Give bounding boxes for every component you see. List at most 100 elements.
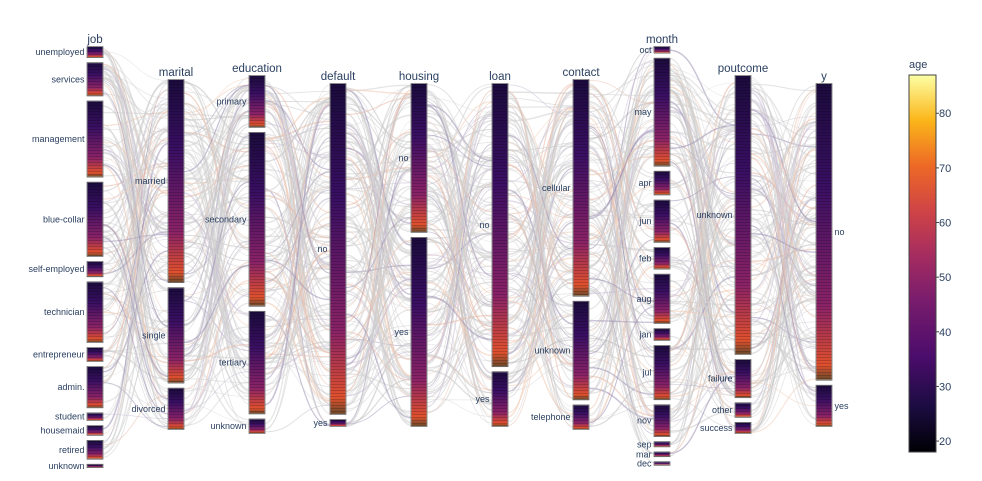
category-label-default-yes: yes [313,418,328,428]
axis-housing: housing no yes [394,71,439,427]
ribbon-line [102,230,169,393]
ribbon-line [669,279,736,410]
ribbon-line [750,116,817,127]
category-label-month-may: may [634,107,652,117]
ribbon-line [345,121,412,302]
ribbon-line [669,69,736,266]
category-block-texture [573,301,589,400]
ribbon-line [588,287,655,295]
axis-title-default: default [321,71,356,83]
ribbon-line [669,130,736,298]
category-label-month-jun: jun [638,216,651,226]
ribbon-line [750,157,817,373]
category-label-housing-yes: yes [394,327,409,337]
ribbon-line [264,103,331,115]
category-block-texture [816,84,832,380]
ribbon-line [588,92,655,280]
ribbon-line [183,98,250,177]
ribbon-line [588,135,655,147]
ribbon-line [669,267,736,322]
category-block-texture [249,132,265,306]
ribbon-line [426,137,493,187]
ribbon-line [669,354,736,366]
ribbon-line [426,303,493,371]
category-label-job-blue-collar: blue-collar [43,214,85,224]
ribbon-line [264,84,331,274]
ribbon-line [426,115,493,235]
ribbon-line [264,105,331,214]
category-label-month-sep: sep [637,439,652,449]
ribbon-line [588,211,655,464]
ribbon-line [588,211,655,242]
ribbon-line [588,146,655,161]
ribbon-line [264,216,331,331]
axis-education: education primary secondary tertiary unknown [205,63,282,434]
ribbon-line [426,89,493,362]
ribbon-line [264,123,331,149]
ribbon-line [669,84,736,427]
ribbon-line [183,92,250,249]
ribbon-line [588,289,655,445]
ribbon-line [669,178,736,260]
ribbon-line [264,302,331,403]
ribbon-line [588,337,655,358]
ribbon-line [507,126,574,366]
ribbon-line [426,102,493,317]
ribbon-line [426,199,493,380]
ribbon-line [669,142,736,243]
ribbon-line [507,163,574,192]
ribbon-line [264,357,331,363]
axis-contact: contact cellular unknown telephone [531,67,600,430]
ribbon-line [183,192,250,348]
ribbon-line [750,136,817,248]
ribbon-line [102,230,169,258]
category-label-job-self-employed: self-employed [28,264,84,274]
ribbon-line [183,343,250,362]
ribbon-line [588,380,655,428]
ribbon-line [669,154,736,239]
ribbon-line [345,271,412,318]
category-label-y-no: no [835,227,845,237]
ribbon-line [507,142,574,164]
category-label-contact-cellular: cellular [542,183,571,193]
ribbon-line [588,183,655,225]
ribbon-line [345,132,412,376]
ribbon-line [264,96,331,141]
ribbon-line [588,124,655,349]
ribbon-line [345,211,412,345]
ribbon-line [345,354,412,410]
ribbon-line [750,83,817,92]
ribbon-line [183,140,250,180]
ribbon-line [264,98,331,238]
ribbon-line [345,350,412,378]
ribbon-line [102,201,169,383]
ribbon-line [102,67,169,184]
ribbon-line [588,115,655,178]
ribbon-line [264,101,331,271]
ribbon-line [183,102,250,327]
category-block-texture [654,452,670,457]
category-block-texture [87,426,103,435]
colorbar-tick-label: 30 [939,381,951,393]
ribbon-line [183,115,250,121]
ribbon-line [102,189,169,352]
ribbon-line [588,321,655,454]
ribbon-line [345,88,412,246]
ribbon-line [588,300,655,364]
ribbon-line [102,141,169,192]
axis-title-loan: loan [489,71,511,83]
ribbon-line [426,238,493,308]
ribbon-line [102,413,169,419]
ribbon-line [669,325,736,413]
category-block-texture [654,47,670,53]
ribbon-line [750,331,817,372]
ribbon-line [669,153,736,288]
ribbon-line [750,98,817,397]
ribbon-line [750,332,817,340]
ribbon-line [426,187,493,334]
ribbon-line [264,356,331,370]
ribbon-line [588,202,655,256]
category-block-texture [654,462,670,465]
ribbon-line [345,335,412,414]
